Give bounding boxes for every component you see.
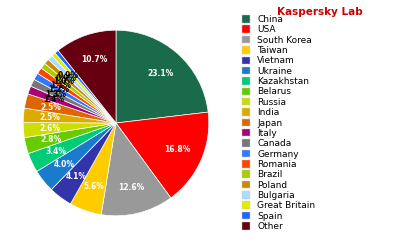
- Text: 4.1%: 4.1%: [66, 172, 86, 181]
- Text: 0.9%: 0.9%: [56, 74, 76, 83]
- Wedge shape: [41, 63, 116, 123]
- Wedge shape: [52, 53, 116, 123]
- Wedge shape: [116, 30, 208, 123]
- Wedge shape: [116, 112, 209, 198]
- Wedge shape: [51, 123, 116, 204]
- Text: 2.5%: 2.5%: [41, 103, 62, 112]
- Text: 1.4%: 1.4%: [43, 95, 64, 104]
- Text: 0.9%: 0.9%: [58, 71, 79, 80]
- Wedge shape: [101, 123, 171, 216]
- Text: 4.0%: 4.0%: [53, 160, 74, 169]
- Wedge shape: [23, 123, 116, 138]
- Wedge shape: [34, 73, 116, 123]
- Text: 10.7%: 10.7%: [81, 55, 107, 64]
- Text: 16.8%: 16.8%: [164, 145, 190, 154]
- Text: 12.6%: 12.6%: [118, 184, 145, 192]
- Wedge shape: [38, 68, 116, 123]
- Wedge shape: [28, 86, 116, 123]
- Wedge shape: [24, 94, 116, 123]
- Text: 1.3%: 1.3%: [45, 90, 66, 99]
- Text: 23.1%: 23.1%: [147, 69, 174, 77]
- Text: 2.5%: 2.5%: [39, 113, 60, 122]
- Text: 2.8%: 2.8%: [41, 135, 62, 144]
- Text: 5.6%: 5.6%: [84, 182, 104, 191]
- Wedge shape: [48, 56, 116, 123]
- Text: 3.4%: 3.4%: [45, 147, 66, 156]
- Wedge shape: [31, 79, 116, 123]
- Wedge shape: [28, 123, 116, 171]
- Text: 1.0%: 1.0%: [53, 77, 74, 86]
- Text: 2.6%: 2.6%: [39, 124, 60, 133]
- Wedge shape: [70, 123, 116, 215]
- Text: Kaspersky Lab: Kaspersky Lab: [277, 7, 363, 17]
- Text: 1.2%: 1.2%: [48, 85, 69, 94]
- Legend: China, USA, South Korea, Taiwan, Vietnam, Ukraine, Kazakhstan, Belarus, Russia, : China, USA, South Korea, Taiwan, Vietnam…: [241, 14, 316, 232]
- Wedge shape: [23, 108, 116, 123]
- Wedge shape: [37, 123, 116, 190]
- Wedge shape: [45, 60, 116, 123]
- Wedge shape: [24, 123, 116, 154]
- Wedge shape: [58, 30, 116, 123]
- Wedge shape: [55, 50, 116, 123]
- Text: 1.1%: 1.1%: [50, 81, 71, 90]
